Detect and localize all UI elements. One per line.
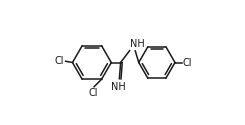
Text: NH: NH [111,82,126,92]
Text: Cl: Cl [55,56,64,66]
Text: Cl: Cl [89,88,98,98]
Text: NH: NH [130,39,145,49]
Text: Cl: Cl [183,58,192,68]
